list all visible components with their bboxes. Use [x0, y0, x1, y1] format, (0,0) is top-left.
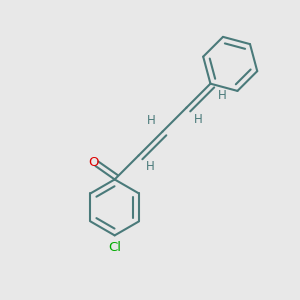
Text: H: H [218, 88, 226, 102]
Text: H: H [146, 160, 154, 173]
Text: H: H [147, 114, 155, 127]
Text: H: H [194, 112, 202, 126]
Text: Cl: Cl [108, 241, 121, 254]
Text: O: O [88, 156, 99, 169]
